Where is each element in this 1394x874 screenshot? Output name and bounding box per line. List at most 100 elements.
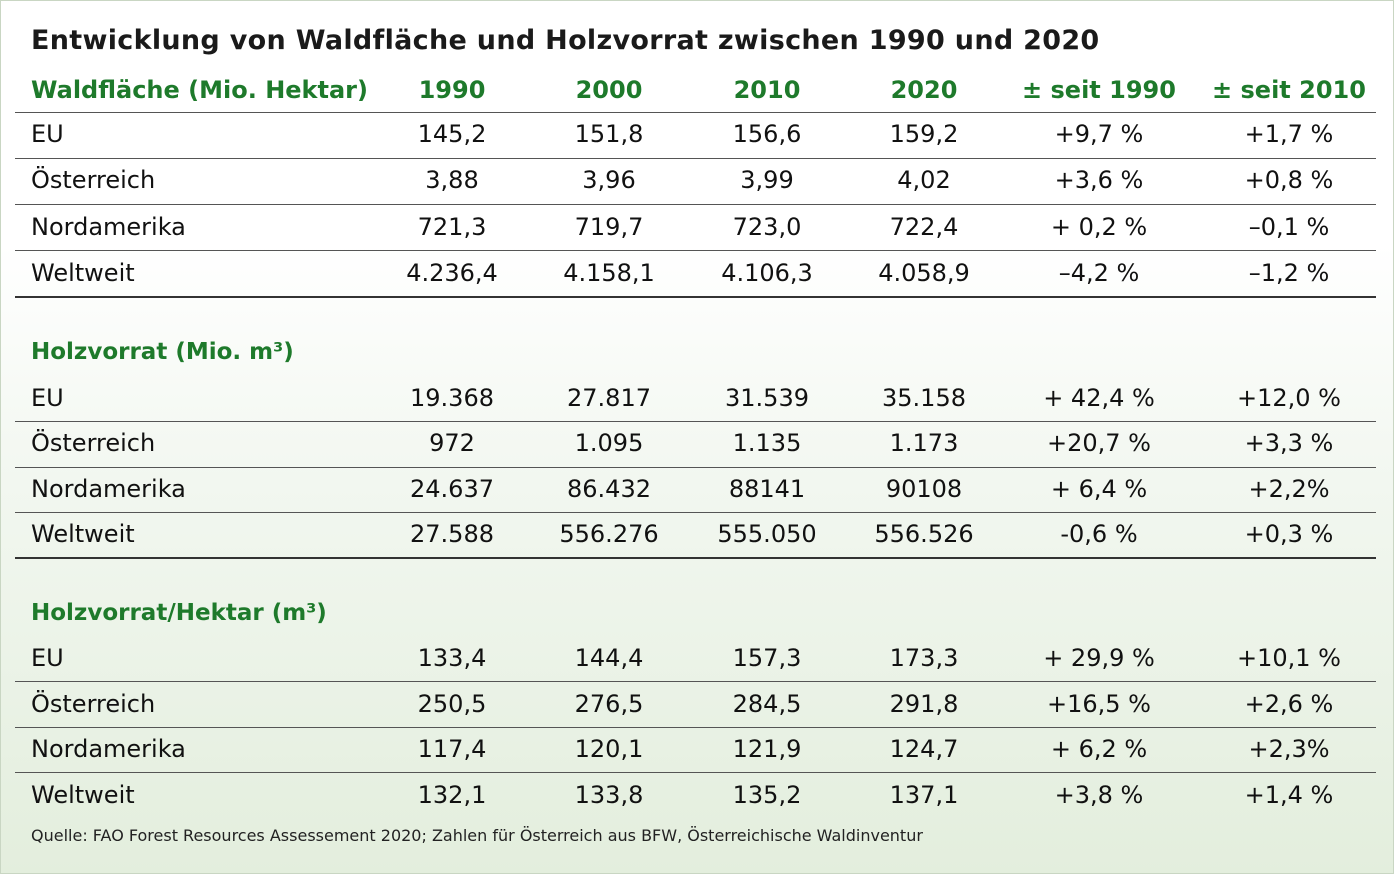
cell-v2000: 144,4: [574, 644, 644, 672]
cell-v2010: 135,2: [732, 781, 802, 809]
column-header-1990: 1990: [418, 76, 486, 104]
cell-d2010: +0,3 %: [1244, 520, 1334, 548]
column-header-delta-1990: ± seit 1990: [1022, 76, 1176, 104]
cell-d2010: +3,3 %: [1244, 429, 1334, 457]
cell-v1990: 721,3: [417, 213, 487, 241]
cell-v2020: 4.058,9: [878, 259, 970, 287]
cell-v1990: 972: [429, 429, 475, 457]
cell-d1990: -0,6 %: [1060, 520, 1138, 548]
cell-d2010: +1,4 %: [1244, 781, 1334, 809]
table-row: Österreich 3,88 3,96 3,99 4,02 +3,6 % +0,8 %: [0, 158, 1394, 204]
row-divider: [15, 296, 1376, 298]
column-header-row: Waldfläche (Mio. Hektar) 1990 2000 2010 …: [0, 72, 1394, 112]
row-divider: [15, 112, 1376, 113]
cell-v2020: 137,1: [889, 781, 959, 809]
cell-v2020: 722,4: [889, 213, 959, 241]
table-row: Nordamerika 721,3 719,7 723,0 722,4 + 0,2 % –0…: [0, 205, 1394, 251]
row-label: EU: [31, 384, 64, 412]
row-divider: [15, 467, 1376, 468]
cell-d1990: + 0,2 %: [1050, 213, 1148, 241]
cell-v2010: 723,0: [732, 213, 802, 241]
row-divider: [15, 204, 1376, 205]
cell-v2000: 86.432: [567, 475, 651, 503]
cell-d2010: +2,6 %: [1244, 690, 1334, 718]
cell-v2010: 284,5: [732, 690, 802, 718]
cell-v1990: 24.637: [410, 475, 494, 503]
cell-v2000: 120,1: [574, 735, 644, 763]
cell-v1990: 132,1: [417, 781, 487, 809]
row-label: EU: [31, 644, 64, 672]
row-divider: [15, 772, 1376, 773]
table-row: Österreich 250,5 276,5 284,5 291,8 +16,5 % +2,…: [0, 682, 1394, 728]
row-label: Österreich: [31, 429, 156, 457]
cell-d2010: +1,7 %: [1244, 120, 1334, 148]
cell-v1990: 27.588: [410, 520, 494, 548]
row-label: Weltweit: [31, 781, 135, 809]
cell-v2010: 156,6: [732, 120, 802, 148]
table-title: Entwicklung von Waldfläche und Holzvorra…: [31, 25, 1100, 56]
cell-v2010: 555.050: [717, 520, 817, 548]
row-label: Österreich: [31, 690, 156, 718]
table-row: Österreich 972 1.095 1.135 1.173 +20,7 % +3,3 …: [0, 421, 1394, 467]
column-header-2020: 2020: [890, 76, 958, 104]
row-label: Weltweit: [31, 259, 135, 287]
cell-v1990: 145,2: [417, 120, 487, 148]
cell-d1990: +20,7 %: [1047, 429, 1151, 457]
table-row: EU 133,4 144,4 157,3 173,3 + 29,9 % +10,1 %: [0, 636, 1394, 682]
row-label: Nordamerika: [31, 475, 186, 503]
cell-v1990: 250,5: [417, 690, 487, 718]
cell-v2000: 133,8: [574, 781, 644, 809]
cell-d1990: + 42,4 %: [1043, 384, 1155, 412]
cell-v2020: 291,8: [889, 690, 959, 718]
cell-v2010: 157,3: [732, 644, 802, 672]
row-label: Österreich: [31, 166, 156, 194]
cell-d2010: +12,0 %: [1237, 384, 1341, 412]
cell-d2010: +2,2%: [1248, 475, 1330, 503]
cell-v2020: 159,2: [889, 120, 959, 148]
section-title-holzvorrat: Holzvorrat (Mio. m³): [31, 339, 294, 365]
row-divider: [15, 250, 1376, 251]
cell-v2020: 173,3: [889, 644, 959, 672]
row-divider: [15, 681, 1376, 682]
cell-v2020: 4,02: [897, 166, 951, 194]
section-title-holzvorrat-hektar: Holzvorrat/Hektar (m³): [31, 600, 327, 626]
row-divider: [15, 421, 1376, 422]
cell-d2010: +2,3%: [1248, 735, 1330, 763]
cell-v2010: 121,9: [732, 735, 802, 763]
cell-d2010: +0,8 %: [1244, 166, 1334, 194]
cell-d1990: +9,7 %: [1054, 120, 1144, 148]
cell-v2000: 4.158,1: [563, 259, 655, 287]
cell-d1990: + 6,2 %: [1050, 735, 1148, 763]
cell-v2000: 276,5: [574, 690, 644, 718]
cell-v2010: 31.539: [725, 384, 809, 412]
cell-v2010: 4.106,3: [721, 259, 813, 287]
cell-d1990: +16,5 %: [1047, 690, 1151, 718]
cell-v2000: 151,8: [574, 120, 644, 148]
cell-v2000: 719,7: [574, 213, 644, 241]
row-divider: [15, 158, 1376, 159]
cell-v2010: 1.135: [732, 429, 802, 457]
cell-v2010: 88141: [728, 475, 806, 503]
column-header-delta-2010: ± seit 2010: [1212, 76, 1366, 104]
cell-v2000: 27.817: [567, 384, 651, 412]
table-row: Weltweit 4.236,4 4.158,1 4.106,3 4.058,9 –4,2…: [0, 251, 1394, 297]
cell-d1990: +3,8 %: [1054, 781, 1144, 809]
row-label: Weltweit: [31, 520, 135, 548]
cell-d2010: –1,2 %: [1248, 259, 1330, 287]
table-row: Nordamerika 24.637 86.432 88141 90108 + 6,4 %…: [0, 467, 1394, 513]
cell-v1990: 3,88: [425, 166, 479, 194]
cell-d2010: –0,1 %: [1248, 213, 1330, 241]
section-title-waldflaeche: Waldfläche (Mio. Hektar): [31, 76, 368, 104]
column-header-2000: 2000: [575, 76, 643, 104]
column-header-2010: 2010: [733, 76, 801, 104]
cell-v1990: 133,4: [417, 644, 487, 672]
row-divider: [15, 512, 1376, 513]
cell-d1990: + 6,4 %: [1050, 475, 1148, 503]
row-label: Nordamerika: [31, 213, 186, 241]
row-divider: [15, 727, 1376, 728]
table-row: EU 145,2 151,8 156,6 159,2 +9,7 % +1,7 %: [0, 112, 1394, 158]
cell-d2010: +10,1 %: [1237, 644, 1341, 672]
table-row: Nordamerika 117,4 120,1 121,9 124,7 + 6,2 % +2…: [0, 727, 1394, 773]
cell-v2000: 556.276: [559, 520, 659, 548]
cell-v2020: 35.158: [882, 384, 966, 412]
